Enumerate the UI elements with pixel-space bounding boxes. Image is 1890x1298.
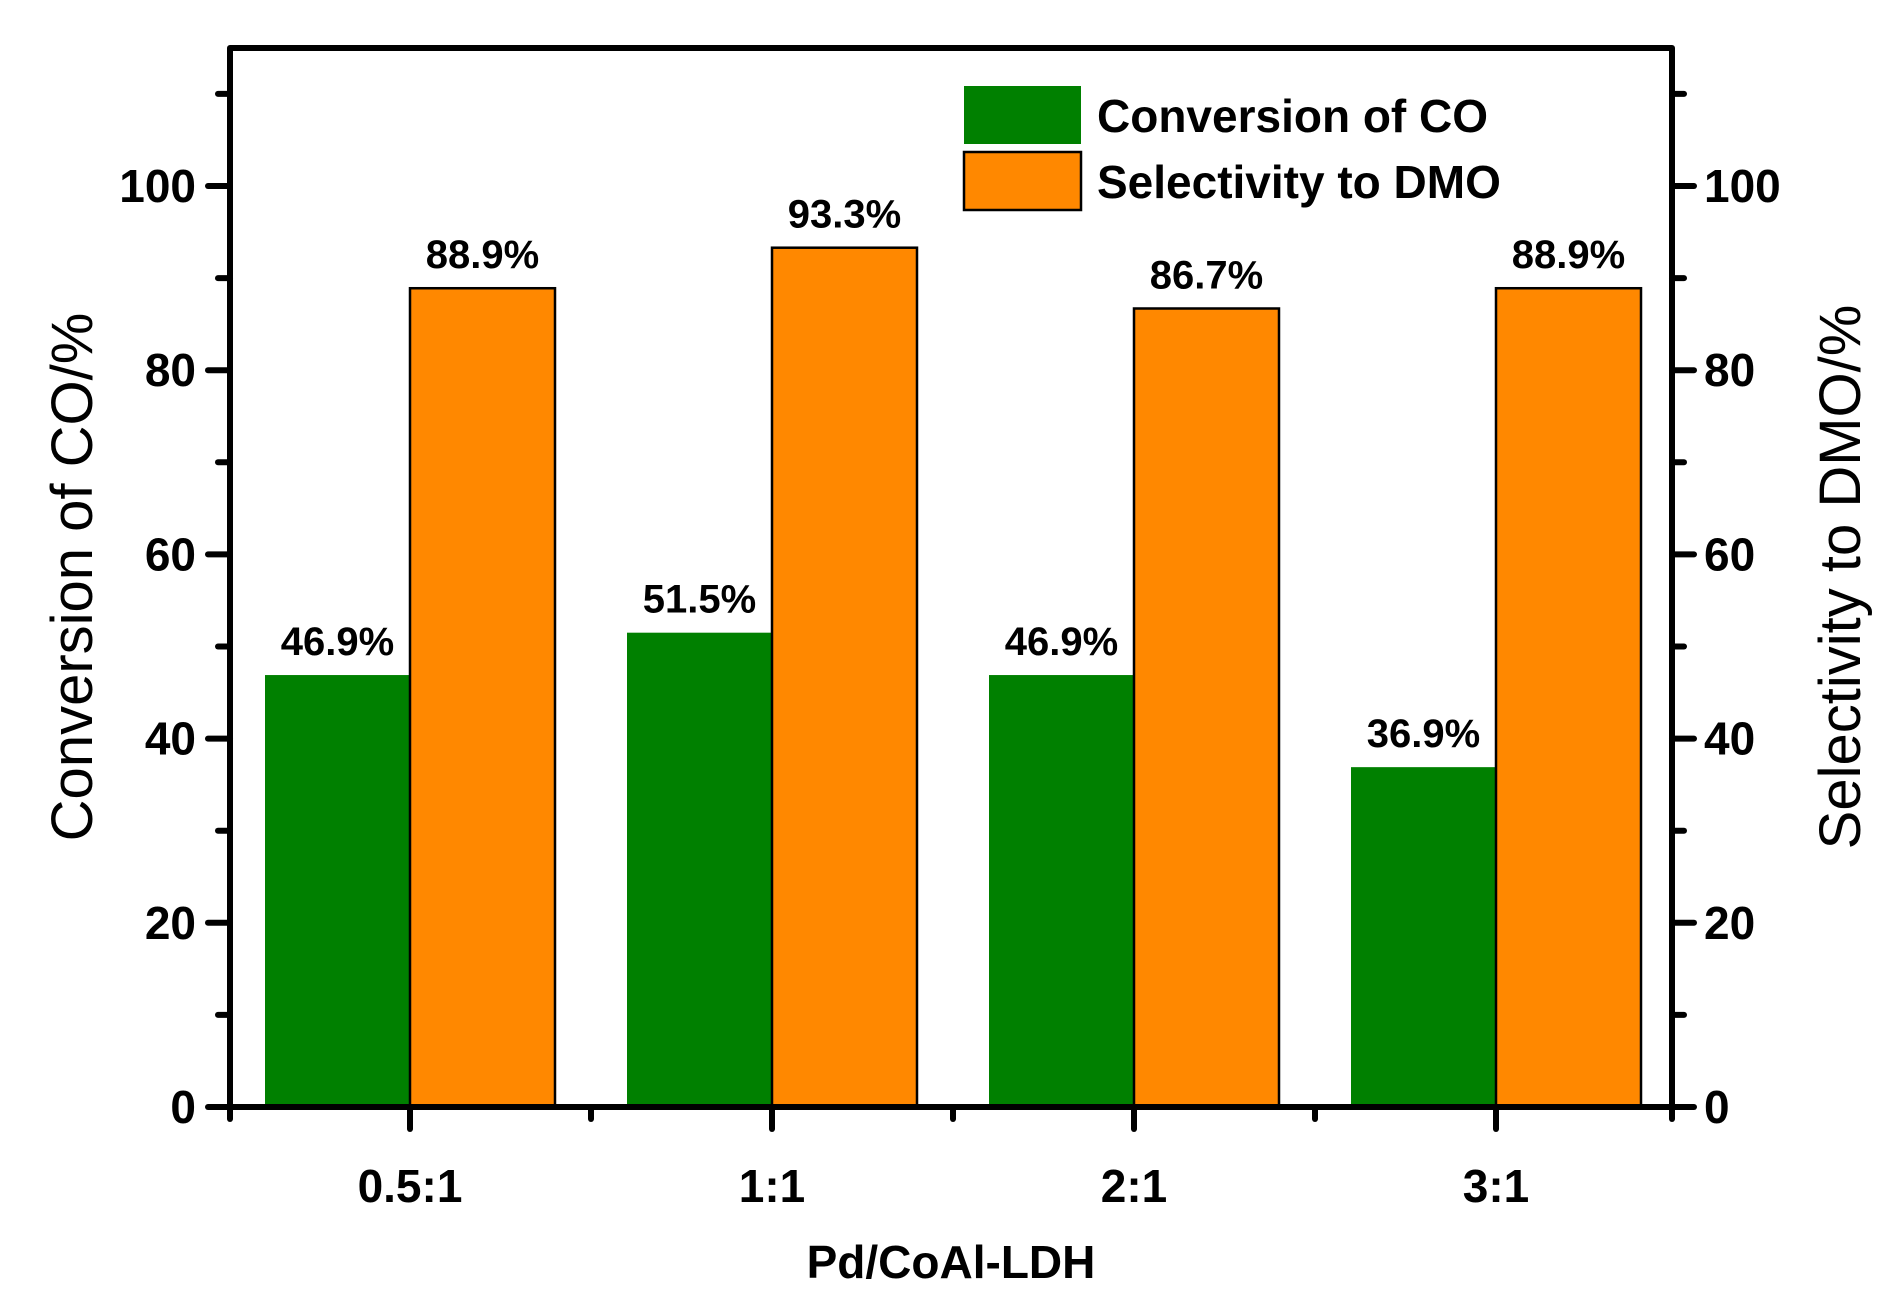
data-label-conversion-2: 46.9% xyxy=(1005,620,1118,664)
x-tick-label-3: 3:1 xyxy=(1463,1160,1529,1212)
data-label-conversion-3: 36.9% xyxy=(1367,712,1480,756)
y-tick-label-20: 20 xyxy=(145,897,196,949)
y2-tick-label-20: 20 xyxy=(1704,897,1755,949)
legend-swatch-selectivity xyxy=(962,150,1083,212)
bar-conversion-2 xyxy=(989,675,1134,1107)
data-labels-group: 46.9% 51.5% 46.9% 36.9% 88.9% 93.3% 86.7% 88.9% xyxy=(281,193,1625,756)
y2-tick-label-0: 0 xyxy=(1704,1081,1730,1133)
y-tick-label-60: 60 xyxy=(145,528,196,580)
y-axis-title: Conversion of CO/% xyxy=(40,313,105,842)
y-tick-label-0: 0 xyxy=(170,1081,196,1133)
y-tick-label-80: 80 xyxy=(145,344,196,396)
legend-label-conversion: Conversion of CO xyxy=(1097,90,1488,142)
legend: Conversion of CO Selectivity to DMO xyxy=(962,86,1501,212)
bar-conversion-1 xyxy=(627,632,772,1107)
legend-label-selectivity: Selectivity to DMO xyxy=(1097,156,1501,208)
legend-swatch-conversion xyxy=(964,86,1081,144)
x-axis-title: Pd/CoAl-LDH xyxy=(807,1236,1096,1288)
y-tick-label-100: 100 xyxy=(119,160,196,212)
y2-tick-label-40: 40 xyxy=(1704,713,1755,765)
bar-selectivity-1 xyxy=(770,246,919,1109)
data-label-conversion-0: 46.9% xyxy=(281,620,394,664)
x-tick-label-0: 0.5:1 xyxy=(358,1160,463,1212)
data-label-conversion-1: 51.5% xyxy=(643,578,756,622)
x-tick-label-2: 2:1 xyxy=(1101,1160,1167,1212)
bar-conversion-3 xyxy=(1351,767,1496,1107)
bar-conversion-0 xyxy=(265,675,410,1107)
bar-selectivity-0 xyxy=(408,286,557,1109)
y2-tick-label-80: 80 xyxy=(1704,344,1755,396)
data-label-selectivity-3: 88.9% xyxy=(1512,233,1625,277)
bars-group xyxy=(265,246,1643,1109)
data-label-selectivity-2: 86.7% xyxy=(1150,253,1263,297)
axes-group: 0 20 40 60 80 100 0 20 40 60 80 100 0.5:1 1:1 2:1 3:1 xyxy=(119,45,1781,1212)
x-tick-label-1: 1:1 xyxy=(739,1160,805,1212)
data-label-selectivity-1: 93.3% xyxy=(788,193,901,237)
y2-tick-label-60: 60 xyxy=(1704,528,1755,580)
y2-axis-title: Selectivity to DMO/% xyxy=(1808,305,1873,850)
y2-tick-label-100: 100 xyxy=(1704,160,1781,212)
data-label-selectivity-0: 88.9% xyxy=(426,233,539,277)
bar-selectivity-3 xyxy=(1494,286,1643,1109)
y-tick-label-40: 40 xyxy=(145,713,196,765)
bar-selectivity-2 xyxy=(1132,307,1281,1109)
